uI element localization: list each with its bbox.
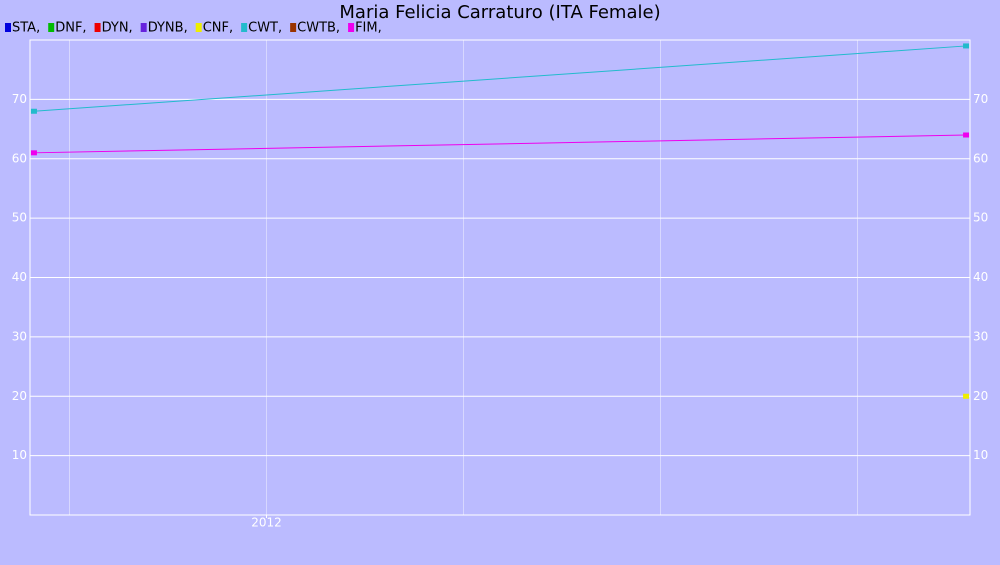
x-tick-label: 2012 [251, 516, 282, 530]
legend-swatch [241, 23, 248, 32]
plot-border [29, 39, 971, 516]
point [30, 150, 37, 156]
y2-tick-label: 30 [973, 329, 988, 343]
legend-label: CNF, [203, 21, 233, 36]
legend-swatch [5, 23, 11, 32]
legend-label: DYNB, [148, 21, 188, 36]
legend-swatch [290, 23, 297, 32]
legend-label: DNF, [55, 21, 86, 36]
point [963, 132, 970, 138]
y-tick-label: 10 [12, 448, 27, 462]
y2-tick-label: 20 [973, 389, 988, 403]
y-tick-label: 70 [12, 92, 27, 106]
y2-tick-label: 10 [973, 448, 988, 462]
legend-swatch [94, 23, 101, 32]
y2-tick-label: 60 [973, 151, 988, 165]
series-line [33, 134, 967, 154]
legend-label: DYN, [102, 21, 133, 36]
legend-swatch [348, 23, 355, 32]
y-tick-label: 60 [12, 151, 27, 165]
legend-swatch [140, 23, 147, 32]
y2-tick-label: 70 [973, 92, 988, 106]
legend-label: CWTB, [297, 21, 340, 36]
y-tick-label: 40 [12, 270, 27, 284]
legend-label: STA, [12, 21, 40, 36]
point [963, 43, 970, 49]
series-line [33, 45, 967, 112]
y-tick-label: 50 [12, 211, 27, 225]
legend-label: CWT, [248, 21, 282, 36]
y-tick-label: 30 [12, 329, 27, 343]
y2-tick-label: 40 [973, 270, 988, 284]
chart-title: Maria Felicia Carraturo (ITA Female) [339, 2, 660, 23]
y2-tick-label: 50 [973, 211, 988, 225]
y-tick-label: 20 [12, 389, 27, 403]
legend-swatch [48, 23, 55, 32]
legend-swatch [195, 23, 202, 32]
legend-label: FIM, [355, 21, 382, 36]
point [963, 393, 970, 399]
point [30, 108, 37, 114]
